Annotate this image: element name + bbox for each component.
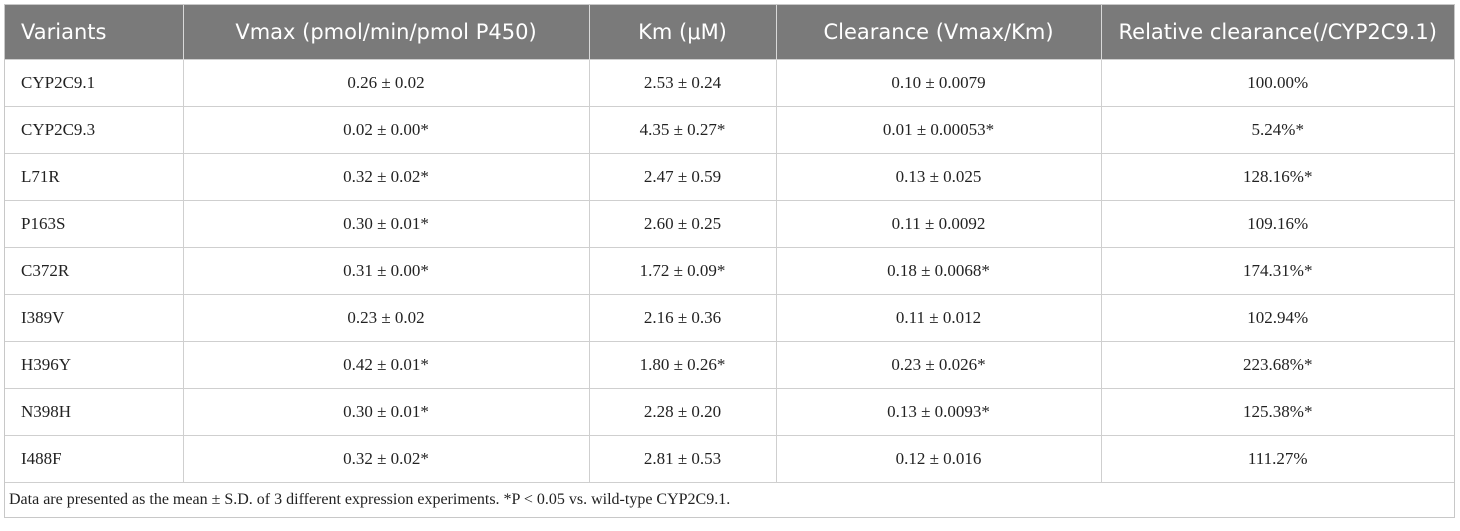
table-footnote: Data are presented as the mean ± S.D. of… [5, 482, 1454, 517]
cell-km: 2.81 ± 0.53 [588, 435, 776, 483]
cell-km: 2.47 ± 0.59 [588, 153, 776, 201]
table-row: CYP2C9.1 0.26 ± 0.02 2.53 ± 0.24 0.10 ± … [5, 59, 1454, 107]
cell-clearance: 0.18 ± 0.0068* [775, 247, 1101, 295]
cell-variant: L71R [5, 153, 183, 201]
cell-relative-clearance: 5.24%* [1100, 106, 1454, 154]
cell-km: 2.60 ± 0.25 [588, 200, 776, 248]
cell-variant: P163S [5, 200, 183, 248]
table-row: L71R 0.32 ± 0.02* 2.47 ± 0.59 0.13 ± 0.0… [5, 153, 1454, 201]
header-variants: Variants [5, 5, 183, 60]
cell-km: 2.16 ± 0.36 [588, 294, 776, 342]
table-row: I389V 0.23 ± 0.02 2.16 ± 0.36 0.11 ± 0.0… [5, 294, 1454, 342]
cell-relative-clearance: 109.16% [1100, 200, 1454, 248]
cell-clearance: 0.11 ± 0.012 [775, 294, 1101, 342]
table-row: C372R 0.31 ± 0.00* 1.72 ± 0.09* 0.18 ± 0… [5, 247, 1454, 295]
cell-vmax: 0.42 ± 0.01* [182, 341, 589, 389]
cell-variant: H396Y [5, 341, 183, 389]
header-vmax: Vmax (pmol/min/pmol P450) [182, 5, 589, 60]
cell-km: 1.80 ± 0.26* [588, 341, 776, 389]
cell-relative-clearance: 128.16%* [1100, 153, 1454, 201]
cell-vmax: 0.32 ± 0.02* [182, 435, 589, 483]
header-km: Km (μM) [588, 5, 776, 60]
table-row: I488F 0.32 ± 0.02* 2.81 ± 0.53 0.12 ± 0.… [5, 435, 1454, 483]
cell-km: 1.72 ± 0.09* [588, 247, 776, 295]
cell-clearance: 0.10 ± 0.0079 [775, 59, 1101, 107]
cell-clearance: 0.23 ± 0.026* [775, 341, 1101, 389]
cell-vmax: 0.02 ± 0.00* [182, 106, 589, 154]
table-row: P163S 0.30 ± 0.01* 2.60 ± 0.25 0.11 ± 0.… [5, 200, 1454, 248]
cell-relative-clearance: 174.31%* [1100, 247, 1454, 295]
table-row: H396Y 0.42 ± 0.01* 1.80 ± 0.26* 0.23 ± 0… [5, 341, 1454, 389]
cell-clearance: 0.12 ± 0.016 [775, 435, 1101, 483]
cell-variant: I488F [5, 435, 183, 483]
table-row: N398H 0.30 ± 0.01* 2.28 ± 0.20 0.13 ± 0.… [5, 388, 1454, 436]
cell-km: 2.53 ± 0.24 [588, 59, 776, 107]
cell-variant: N398H [5, 388, 183, 436]
cell-clearance: 0.11 ± 0.0092 [775, 200, 1101, 248]
cell-relative-clearance: 111.27% [1100, 435, 1454, 483]
cell-relative-clearance: 223.68%* [1100, 341, 1454, 389]
cell-vmax: 0.30 ± 0.01* [182, 388, 589, 436]
cell-km: 4.35 ± 0.27* [588, 106, 776, 154]
cell-relative-clearance: 100.00% [1100, 59, 1454, 107]
cell-clearance: 0.13 ± 0.025 [775, 153, 1101, 201]
cell-vmax: 0.31 ± 0.00* [182, 247, 589, 295]
table-row: CYP2C9.3 0.02 ± 0.00* 4.35 ± 0.27* 0.01 … [5, 106, 1454, 154]
header-relative-clearance: Relative clearance(/CYP2C9.1) [1100, 5, 1454, 60]
cell-clearance: 0.13 ± 0.0093* [775, 388, 1101, 436]
cell-relative-clearance: 125.38%* [1100, 388, 1454, 436]
table-header-row: Variants Vmax (pmol/min/pmol P450) Km (μ… [5, 5, 1454, 60]
cell-relative-clearance: 102.94% [1100, 294, 1454, 342]
cell-vmax: 0.32 ± 0.02* [182, 153, 589, 201]
cell-vmax: 0.30 ± 0.01* [182, 200, 589, 248]
cell-vmax: 0.23 ± 0.02 [182, 294, 589, 342]
cell-variant: CYP2C9.1 [5, 59, 183, 107]
cell-variant: CYP2C9.3 [5, 106, 183, 154]
cell-vmax: 0.26 ± 0.02 [182, 59, 589, 107]
kinetics-table: Variants Vmax (pmol/min/pmol P450) Km (μ… [5, 5, 1454, 517]
header-clearance: Clearance (Vmax/Km) [775, 5, 1101, 60]
footnote-row: Data are presented as the mean ± S.D. of… [5, 482, 1454, 517]
cell-variant: C372R [5, 247, 183, 295]
cell-variant: I389V [5, 294, 183, 342]
kinetics-table-container: Variants Vmax (pmol/min/pmol P450) Km (μ… [4, 4, 1455, 518]
cell-km: 2.28 ± 0.20 [588, 388, 776, 436]
cell-clearance: 0.01 ± 0.00053* [775, 106, 1101, 154]
